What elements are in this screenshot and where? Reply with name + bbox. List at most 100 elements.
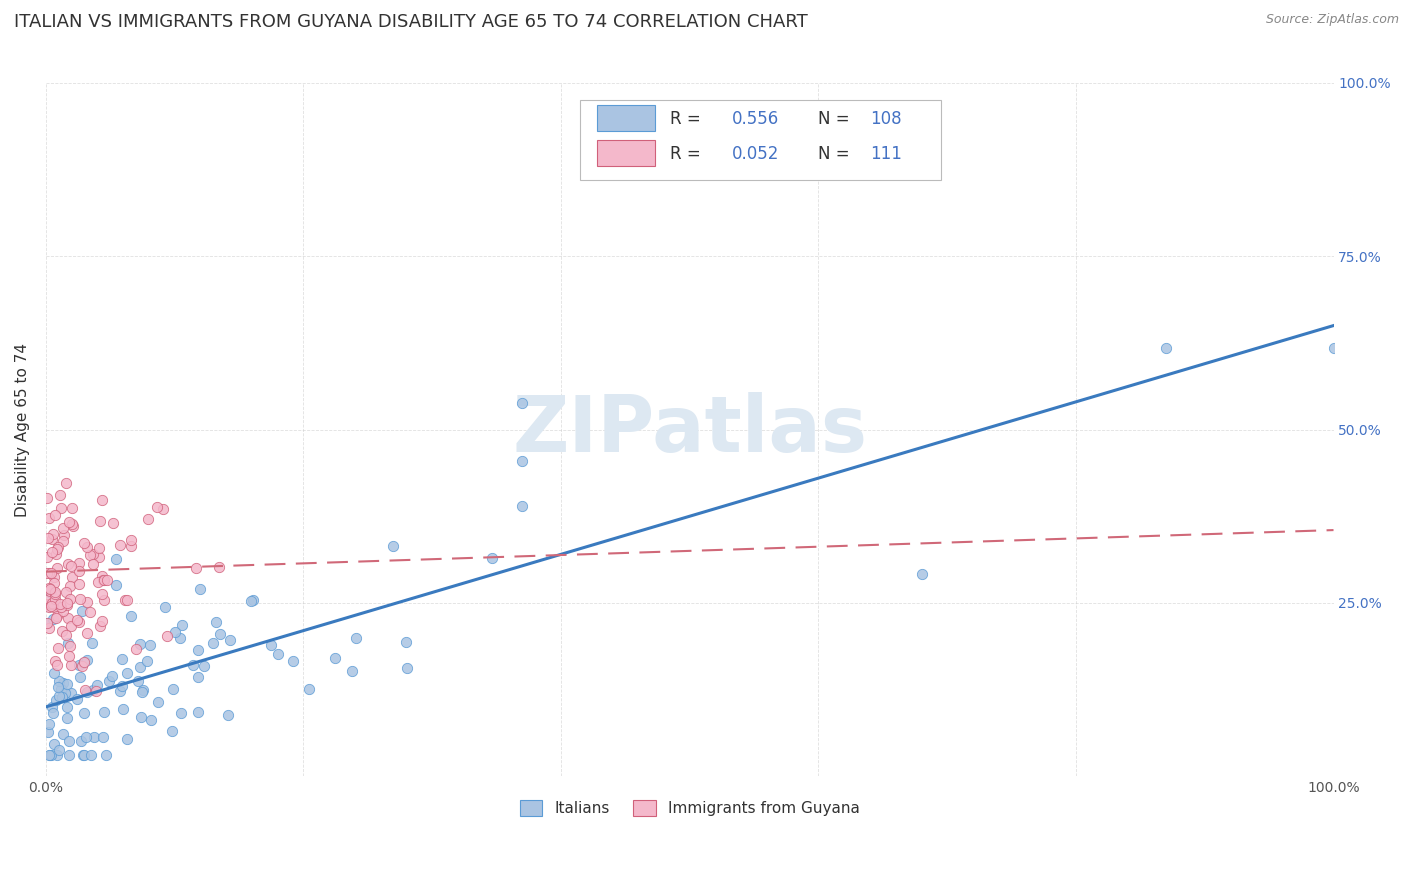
- Point: [82, 683, 104, 698]
- Legend: Italians, Immigrants from Guyana: Italians, Immigrants from Guyana: [512, 793, 868, 824]
- FancyBboxPatch shape: [581, 100, 941, 180]
- Point: [60, 657, 83, 672]
- Point: [51, 690, 73, 704]
- Point: [55, 596, 77, 610]
- Point: [41, 700, 63, 714]
- Point: [49, 488, 72, 502]
- Point: [105, 577, 128, 591]
- Point: [187, 643, 209, 657]
- Point: [46, 542, 69, 557]
- Point: [79, 548, 101, 562]
- Point: [260, 638, 283, 652]
- Point: [512, 454, 534, 468]
- Point: [60, 501, 83, 516]
- Text: R =: R =: [671, 145, 706, 162]
- Point: [139, 638, 162, 652]
- Point: [46, 561, 69, 575]
- Point: [101, 516, 124, 530]
- Point: [73, 655, 96, 669]
- Point: [219, 632, 242, 647]
- Point: [49, 597, 72, 611]
- Point: [93, 730, 115, 744]
- Point: [38, 748, 60, 763]
- Text: ITALIAN VS IMMIGRANTS FROM GUYANA DISABILITY AGE 65 TO 74 CORRELATION CHART: ITALIAN VS IMMIGRANTS FROM GUYANA DISABI…: [14, 13, 808, 31]
- Point: [60, 619, 83, 633]
- Text: N =: N =: [818, 145, 855, 162]
- Point: [46, 540, 69, 554]
- Point: [111, 702, 134, 716]
- Point: [38, 583, 60, 598]
- Point: [37, 531, 59, 545]
- Point: [48, 673, 70, 688]
- Point: [38, 581, 60, 595]
- Point: [55, 476, 77, 491]
- Point: [59, 579, 82, 593]
- Point: [153, 600, 176, 615]
- Point: [42, 665, 65, 680]
- Point: [55, 628, 77, 642]
- Point: [127, 673, 149, 688]
- Point: [86, 678, 108, 692]
- Point: [84, 684, 107, 698]
- Point: [1322, 342, 1344, 356]
- Point: [66, 692, 89, 706]
- Point: [37, 615, 59, 630]
- Point: [117, 731, 139, 746]
- Point: [42, 599, 65, 614]
- Point: [131, 685, 153, 699]
- Point: [42, 737, 65, 751]
- Point: [42, 612, 65, 626]
- Point: [62, 519, 84, 533]
- Point: [91, 493, 114, 508]
- Point: [115, 666, 138, 681]
- Point: [129, 710, 152, 724]
- Point: [76, 540, 98, 554]
- Point: [76, 626, 98, 640]
- Point: [105, 552, 128, 566]
- Point: [82, 547, 104, 561]
- Point: [87, 541, 110, 555]
- Point: [37, 615, 59, 630]
- Point: [1154, 342, 1177, 356]
- Point: [139, 713, 162, 727]
- Point: [87, 575, 110, 590]
- Point: [37, 549, 59, 564]
- Point: [125, 642, 148, 657]
- Point: [76, 731, 98, 745]
- Point: [44, 508, 66, 522]
- Point: [39, 597, 62, 611]
- Point: [42, 570, 65, 584]
- Point: [44, 692, 66, 706]
- Point: [910, 566, 932, 581]
- Point: [110, 679, 132, 693]
- Point: [163, 624, 186, 639]
- Y-axis label: Disability Age 65 to 74: Disability Age 65 to 74: [15, 343, 30, 516]
- Point: [37, 597, 59, 611]
- Point: [41, 545, 63, 559]
- Point: [169, 632, 191, 646]
- Point: [58, 748, 80, 763]
- Point: [38, 591, 60, 606]
- Point: [242, 592, 264, 607]
- Point: [46, 609, 69, 624]
- Point: [38, 621, 60, 635]
- Point: [52, 604, 75, 618]
- Point: [162, 681, 184, 696]
- Point: [120, 608, 142, 623]
- Point: [44, 587, 66, 601]
- Point: [201, 636, 224, 650]
- Point: [45, 747, 67, 762]
- Point: [82, 558, 104, 572]
- Point: [67, 564, 90, 578]
- Point: [53, 686, 76, 700]
- Point: [38, 582, 60, 596]
- Text: R =: R =: [671, 110, 706, 128]
- Point: [93, 573, 115, 587]
- Point: [44, 654, 66, 668]
- Point: [70, 604, 93, 618]
- Point: [170, 618, 193, 632]
- Point: [382, 539, 405, 553]
- Point: [56, 557, 79, 571]
- Point: [55, 585, 77, 599]
- Point: [188, 582, 211, 596]
